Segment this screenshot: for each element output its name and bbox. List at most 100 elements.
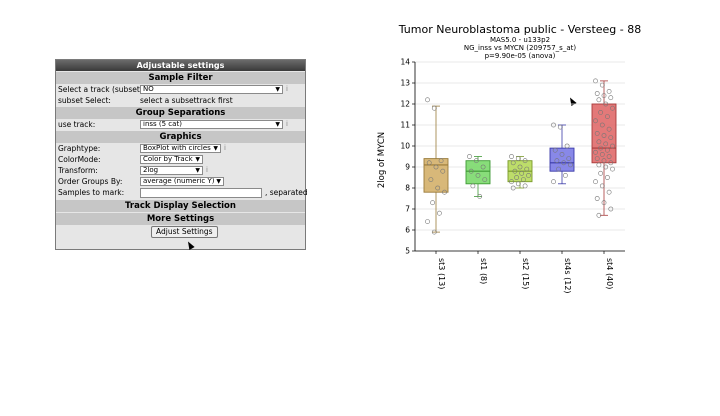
data-point xyxy=(442,189,447,195)
order-groups-label: Order Groups By: xyxy=(58,177,123,186)
data-point xyxy=(608,160,614,166)
data-point xyxy=(599,82,605,88)
data-point xyxy=(473,158,479,164)
data-point xyxy=(593,149,598,155)
info-icon[interactable]: i xyxy=(286,85,288,93)
data-point xyxy=(604,175,610,180)
section-sample-filter[interactable]: Sample Filter xyxy=(56,71,305,84)
data-point xyxy=(594,156,600,161)
data-point xyxy=(524,166,530,172)
y-tick-label: 9 xyxy=(405,163,410,172)
data-point xyxy=(603,101,609,107)
data-point xyxy=(594,91,600,96)
use-track-dropdown[interactable]: inss (5 cat) ▼ xyxy=(140,120,283,129)
data-point xyxy=(610,105,615,111)
info-icon[interactable]: i xyxy=(224,144,226,152)
samples-to-mark-label: Samples to mark: xyxy=(58,188,125,197)
row-colormode: ColorMode: Color by Track ▼ xyxy=(56,154,305,165)
data-point xyxy=(551,122,556,128)
y-tick-label: 5 xyxy=(405,247,410,256)
order-groups-dropdown[interactable]: average (numeric Y) ▼ xyxy=(140,177,224,186)
plot-area: 5 6 7 8 9 10 11 12 13 14 st3 (13) st1 (8) st2 (15) st… xyxy=(400,58,625,294)
colormode-label: ColorMode: xyxy=(58,155,101,164)
panel-title: Adjustable settings xyxy=(56,60,305,71)
data-point xyxy=(477,193,483,199)
chevron-down-icon: ▼ xyxy=(195,167,200,174)
use-track-value: inss (5 cat) xyxy=(143,120,182,128)
data-point xyxy=(431,105,437,111)
data-point xyxy=(515,181,521,187)
data-point xyxy=(593,118,598,124)
data-point xyxy=(606,189,612,195)
samples-separated-hint: , separated xyxy=(265,188,308,197)
data-point xyxy=(596,97,602,103)
data-point xyxy=(515,156,521,161)
section-more-settings[interactable]: More Settings xyxy=(56,212,305,225)
graphtype-dropdown[interactable]: BoxPlot with circles ▼ xyxy=(140,144,221,153)
data-point xyxy=(557,124,563,130)
data-point xyxy=(594,131,600,136)
data-point xyxy=(428,177,434,182)
data-point xyxy=(425,219,430,224)
data-point xyxy=(562,172,568,178)
y-tick-label: 13 xyxy=(400,79,410,88)
box-1 xyxy=(465,160,491,185)
subset-select-value: select a subsettrack first xyxy=(140,96,233,105)
select-track-label: Select a track (subset) xyxy=(58,85,143,94)
section-track-display[interactable]: Track Display Selection xyxy=(56,199,305,212)
section-graphics[interactable]: Graphics xyxy=(56,130,305,143)
data-point xyxy=(601,158,607,164)
select-track-dropdown[interactable]: NO ▼ xyxy=(140,85,283,94)
subset-select-label: subset Select: xyxy=(58,96,111,105)
chevron-down-icon: ▼ xyxy=(275,86,280,93)
data-point xyxy=(440,168,446,174)
chart-subtitle-3: p=9.90e-05 (anova) xyxy=(485,52,556,60)
row-subset-select: subset Select: select a subsettrack firs… xyxy=(56,95,305,106)
data-point xyxy=(430,200,435,206)
data-point xyxy=(426,160,432,166)
data-point xyxy=(564,143,570,149)
transform-label: Transform: xyxy=(58,166,98,175)
data-point xyxy=(514,175,519,180)
y-tick-label: 10 xyxy=(400,142,410,151)
info-icon[interactable]: i xyxy=(206,166,208,174)
adjust-settings-button[interactable]: Adjust Settings xyxy=(151,226,218,238)
data-point xyxy=(594,196,600,201)
y-tick-label: 6 xyxy=(405,226,410,235)
data-point xyxy=(596,212,602,218)
data-point xyxy=(526,172,531,178)
graphtype-value: BoxPlot with circles xyxy=(143,144,211,152)
data-point xyxy=(431,229,437,235)
x-tick-label: st4 (40) xyxy=(605,258,614,289)
data-point xyxy=(608,95,614,101)
data-point xyxy=(551,179,556,185)
y-tick-label: 7 xyxy=(405,205,410,214)
data-point xyxy=(603,141,609,147)
chevron-down-icon: ▼ xyxy=(216,178,221,185)
select-track-value: NO xyxy=(143,85,154,93)
colormode-dropdown[interactable]: Color by Track ▼ xyxy=(140,155,203,164)
row-use-track: use track: inss (5 cat) ▼ i xyxy=(56,119,305,130)
data-point xyxy=(601,200,607,206)
info-icon[interactable]: i xyxy=(286,120,288,128)
data-point xyxy=(604,147,610,153)
data-point xyxy=(510,160,516,166)
data-point xyxy=(467,154,472,159)
data-point xyxy=(599,151,605,157)
chevron-down-icon: ▼ xyxy=(275,121,280,128)
samples-to-mark-input[interactable] xyxy=(140,188,262,198)
transform-dropdown[interactable]: 2log ▼ xyxy=(140,166,203,175)
section-group-separations[interactable]: Group Separations xyxy=(56,106,305,119)
transform-value: 2log xyxy=(143,166,159,174)
data-point xyxy=(610,143,615,149)
data-point xyxy=(509,154,514,159)
y-tick-label: 12 xyxy=(400,100,410,109)
graphtype-label: Graphtype: xyxy=(58,144,101,153)
chart-subtitle-2: NG_inss vs MYCN (209757_s_at) xyxy=(464,44,576,52)
data-point xyxy=(596,139,602,145)
data-point xyxy=(470,183,476,189)
row-order-groups: Order Groups By: average (numeric Y) ▼ xyxy=(56,176,305,187)
x-tick-label: st2 (15) xyxy=(521,258,530,289)
data-point xyxy=(520,177,526,182)
data-point xyxy=(606,126,612,132)
